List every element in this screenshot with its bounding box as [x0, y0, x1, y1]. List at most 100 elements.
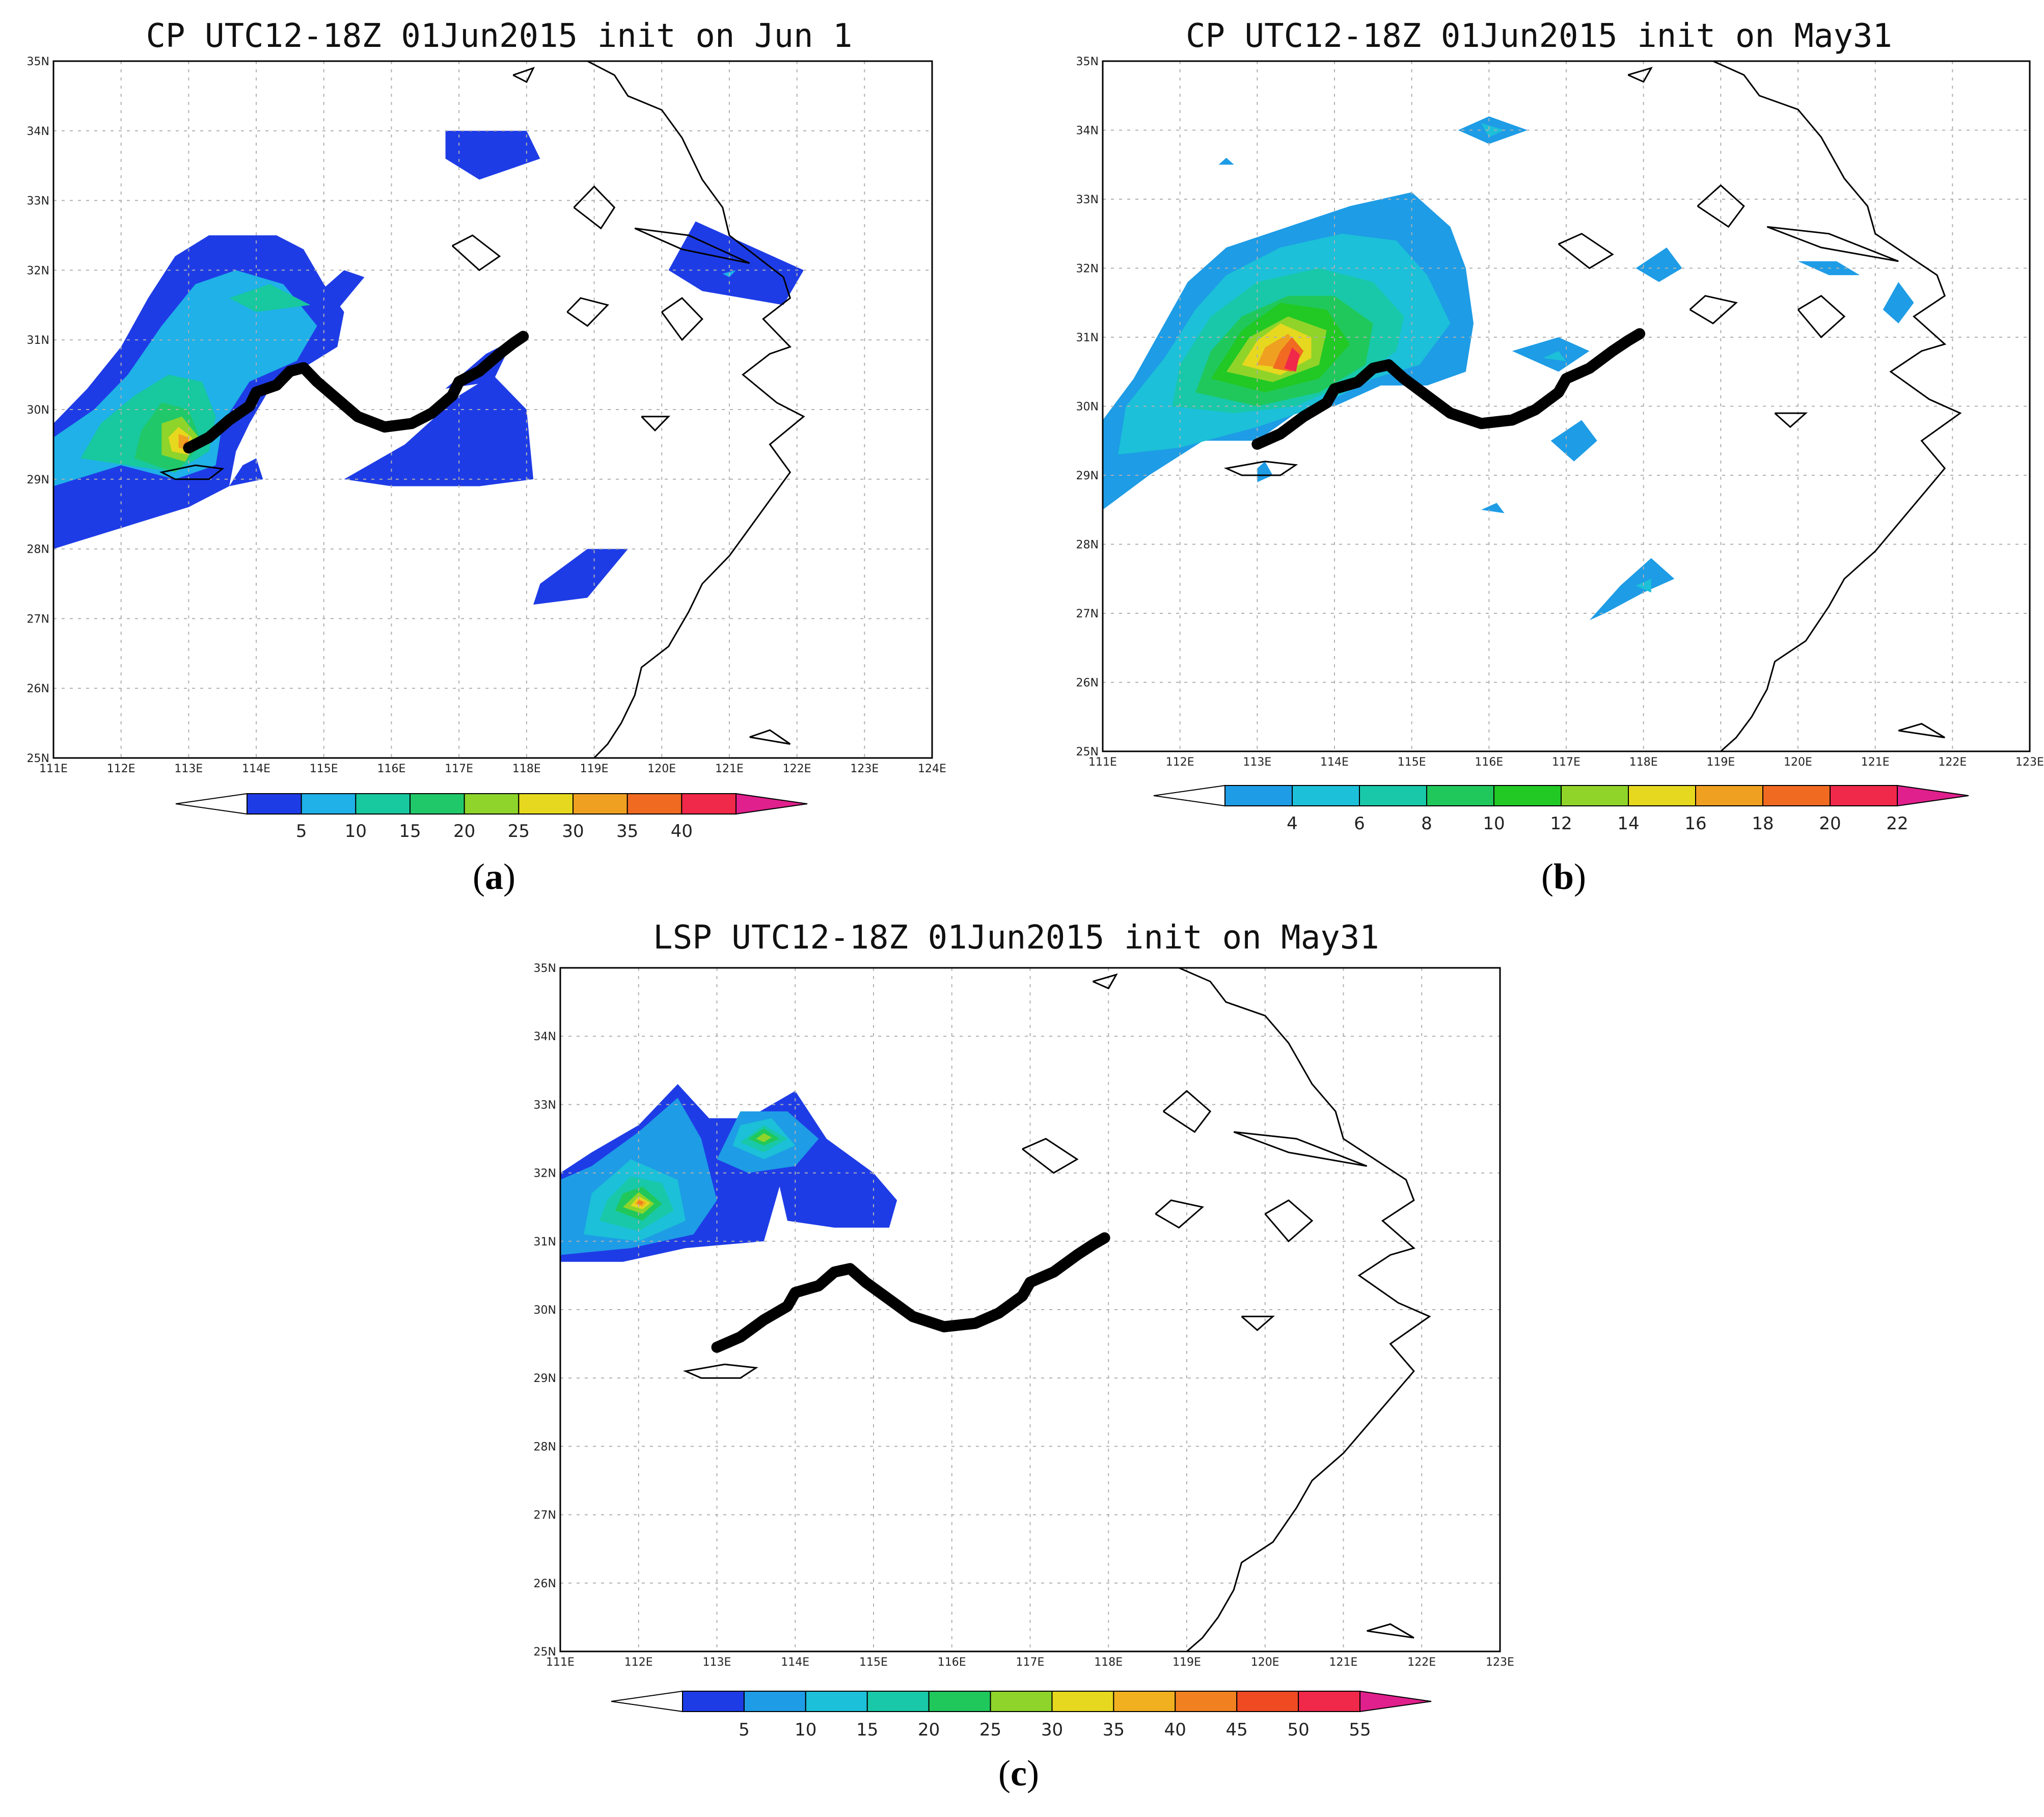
colorbar-segment — [866, 1691, 930, 1712]
colorbar-tick-label: 20 — [918, 1720, 940, 1740]
panel-title: CP UTC12-18Z 01Jun2015 init on May31 — [1185, 17, 1893, 55]
lake-outline — [1223, 460, 1298, 476]
contour-fill — [445, 130, 540, 180]
lake-outline — [1689, 295, 1738, 324]
colorbar-tick-label: 40 — [671, 821, 693, 842]
lon-tick-label: 114E — [242, 763, 270, 775]
lat-tick-label: 33N — [1076, 194, 1099, 206]
colorbar-tick-label: 40 — [1164, 1720, 1186, 1740]
lat-tick-label: 34N — [1076, 125, 1099, 138]
lon-tick-label: 113E — [703, 1656, 731, 1669]
colorbar-tick-label: 25 — [508, 821, 530, 842]
colorbar-segment — [1493, 785, 1562, 806]
lon-tick-label: 112E — [107, 763, 135, 775]
contour-fill — [1550, 420, 1597, 462]
colorbar-tick-label: 30 — [1041, 1720, 1063, 1740]
lon-tick-label: 122E — [1938, 756, 1967, 769]
colorbar-under-arrow — [611, 1690, 683, 1713]
lon-tick-label: 114E — [1320, 756, 1349, 769]
panel-caption: (b) — [1541, 856, 1586, 897]
lat-tick-label: 33N — [534, 1099, 556, 1111]
lon-tick-label: 121E — [715, 763, 744, 775]
contour-fill — [1543, 351, 1566, 362]
colorbar-tick-label: 4 — [1287, 813, 1298, 834]
colorbar-tick-label: 10 — [345, 821, 367, 842]
colorbar-segment — [1051, 1691, 1114, 1712]
contour-fill — [296, 270, 365, 326]
colorbar-under-arrow — [1153, 784, 1225, 807]
lon-tick-label: 117E — [1016, 1656, 1045, 1669]
lake-outline — [1155, 1199, 1205, 1229]
colorbar-segment — [682, 1691, 745, 1712]
lon-tick-label: 120E — [647, 763, 676, 775]
colorbar-tick-label: 8 — [1421, 813, 1432, 834]
lon-tick-label: 115E — [310, 763, 338, 775]
lake-outline — [159, 464, 225, 480]
colorbar-over-arrow — [1897, 784, 1969, 807]
lon-tick-label: 123E — [2015, 756, 2044, 769]
colorbar-segment — [743, 1691, 806, 1712]
lat-tick-label: 30N — [27, 404, 49, 417]
lake-outline — [1367, 1623, 1414, 1639]
lake-outline — [1774, 412, 1808, 428]
lon-tick-label: 111E — [39, 763, 68, 775]
lon-tick-label: 120E — [1251, 1656, 1279, 1669]
lake-outline — [1558, 233, 1614, 269]
colorbar-tick-label: 6 — [1354, 813, 1365, 834]
lat-tick-label: 26N — [1076, 677, 1099, 690]
contour-fill — [229, 458, 263, 486]
colorbar-segment — [410, 793, 465, 815]
lat-tick-label: 31N — [27, 334, 49, 347]
colorbar-segment — [247, 793, 302, 815]
contour-fill — [756, 1133, 772, 1143]
colorbar-tick-label: 14 — [1617, 813, 1639, 834]
lon-tick-label: 122E — [783, 763, 811, 775]
lon-tick-label: 115E — [859, 1656, 888, 1669]
lat-tick-label: 30N — [534, 1304, 556, 1317]
map-frame — [559, 967, 1501, 1652]
colorbar-segment — [1224, 785, 1293, 806]
colorbar-segment — [626, 793, 683, 815]
panel-title: CP UTC12-18Z 01Jun2015 init on Jun 1 — [146, 17, 853, 55]
lake-outline — [566, 297, 609, 327]
contour-fill — [1284, 347, 1300, 372]
lake-outline — [573, 185, 616, 230]
colorbar-tick-label: 10 — [1483, 813, 1505, 834]
panel-caption: (a) — [473, 856, 515, 897]
lake-outline — [683, 1363, 758, 1379]
lat-tick-label: 25N — [1076, 746, 1099, 758]
colorbar-tick-label: 5 — [296, 821, 307, 842]
colorbar-over-arrow — [735, 793, 808, 815]
contour-fill — [1481, 123, 1505, 138]
coastline — [1712, 60, 1962, 752]
panel-c: LSP UTC12-18Z 01Jun2015 init on May31 11… — [504, 912, 1528, 1817]
lat-tick-label: 25N — [27, 752, 49, 765]
panel-b: CP UTC12-18Z 01Jun2015 init on May31 111… — [1034, 0, 2044, 912]
lon-tick-label: 112E — [624, 1656, 653, 1669]
lon-tick-label: 113E — [1243, 756, 1271, 769]
colorbar-tick-label: 22 — [1886, 813, 1908, 834]
precip-contours — [560, 1084, 897, 1262]
lon-tick-label: 116E — [1475, 756, 1503, 769]
lat-tick-label: 29N — [1076, 470, 1099, 482]
lon-tick-label: 119E — [1706, 756, 1735, 769]
lat-tick-label: 35N — [1076, 56, 1099, 68]
contour-fill — [1883, 282, 1914, 323]
precip-contours — [1103, 116, 1914, 620]
colorbar-over-arrow — [1359, 1690, 1432, 1713]
colorbar-segment — [1561, 785, 1629, 806]
lat-tick-label: 35N — [534, 962, 556, 975]
lake-outline — [641, 416, 671, 432]
lake-outline — [749, 729, 791, 745]
lake-outline — [661, 297, 703, 341]
contour-fill — [1481, 503, 1505, 513]
colorbar-tick-label: 15 — [399, 821, 421, 842]
lake-outline — [1797, 294, 1846, 339]
contour-fill — [344, 374, 534, 486]
colorbar-segment — [805, 1691, 868, 1712]
lon-tick-label: 111E — [1088, 756, 1117, 769]
colorbar-segment — [1359, 785, 1427, 806]
map-b: 111E 112E 113E 114E 115E 116E 117E 118E 119E 120E… — [1076, 56, 2044, 834]
river-track — [1251, 328, 1646, 450]
lat-tick-label: 27N — [534, 1509, 556, 1522]
